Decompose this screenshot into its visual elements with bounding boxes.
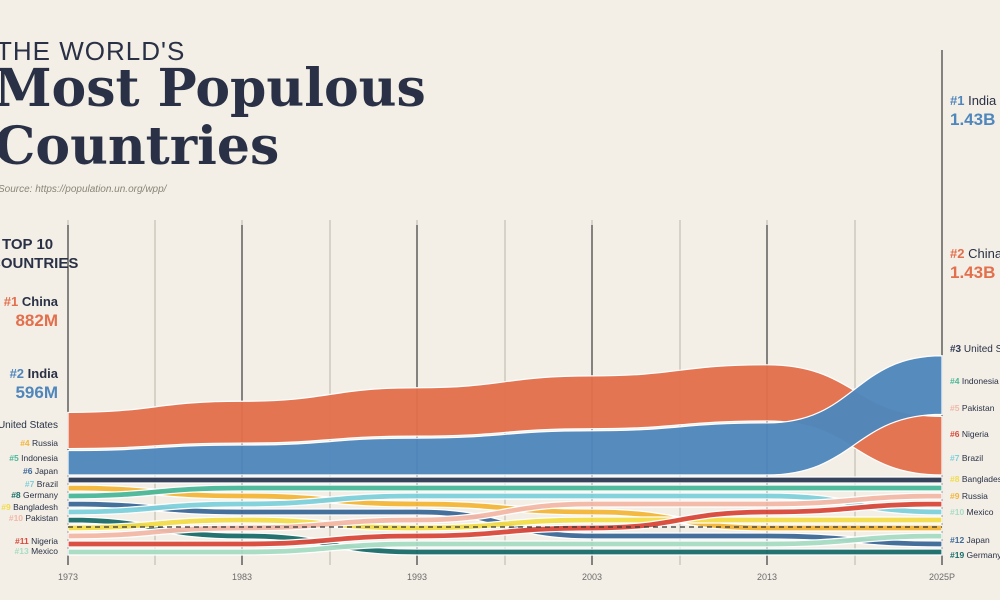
right-label: #19 Germany [950,550,1000,560]
right-label: #5 Pakistan [950,403,995,413]
series-band-india [67,355,943,476]
series-band-china [67,364,943,476]
header: THE WORLD'S Most Populous Countries Sour… [0,0,460,200]
right-label-name: Nigeria [962,429,989,439]
left-label-value: 596M [15,383,58,402]
right-label: #9 Russia [950,491,988,501]
right-label-rank: #1 [950,93,968,108]
left-label-name: Japan [35,466,58,476]
right-label-name: Brazil [962,453,983,463]
left-label: #7 Brazil [25,479,58,489]
right-label: #3 United States [950,344,1000,355]
left-label-rank: #9 [1,502,13,512]
series-band-brazil [67,492,943,516]
x-tick-label: 2003 [582,572,602,582]
right-label: #6 Nigeria [950,429,989,439]
right-label-value: 1.43B [950,110,995,129]
right-label-name: Germany [967,550,1000,560]
series-band-nigeria [67,500,943,548]
left-label: #1 China [4,294,59,309]
right-label: #1 India [950,93,997,108]
left-label-name: United States [0,420,58,431]
left-label: #11 Nigeria [15,536,58,546]
right-label: #10 Mexico [950,507,994,517]
title-line-2: Countries [0,116,280,177]
right-label-rank: #4 [950,376,962,386]
left-label-name: Brazil [37,479,58,489]
right-label-rank: #19 [950,550,967,560]
right-label-name: United States [964,344,1000,355]
x-tick-label: 2013 [757,572,777,582]
right-label-rank: #5 [950,403,962,413]
right-label-name: Mexico [967,507,994,517]
x-tick-label: 1983 [232,572,252,582]
x-tick-label: 1973 [58,572,78,582]
source-note: Source: https://population.un.org/wpp/ [0,184,167,195]
left-label-rank: #10 [9,513,26,523]
left-label-rank: #7 [25,479,37,489]
left-label: #13 Mexico [15,546,59,556]
right-label-rank: #8 [950,474,962,484]
right-label: #2 China [950,246,1000,261]
right-label: #4 Indonesia [950,376,999,386]
series-band-indonesia [67,484,943,500]
header-kicker: THE WORLD'S [0,36,186,66]
left-label-name: Indonesia [21,453,58,463]
series-band-mexico [67,532,943,556]
left-label-rank: #2 [10,366,28,381]
left-label-rank: #1 [4,294,22,309]
left-label-name: China [22,294,59,309]
right-label-name: Indonesia [962,376,999,386]
left-heading-line1: TOP 10 [2,236,53,253]
left-heading-line2: COUNTRIES [0,255,78,272]
left-label-rank: #5 [9,453,21,463]
right-label-name: India [968,93,997,108]
right-label: #7 Brazil [950,453,983,463]
right-label-rank: #10 [950,507,967,517]
x-tick-label: 2025P [929,572,955,582]
page-title: Most Populous Countries [0,60,426,176]
left-label-rank: #6 [23,466,35,476]
right-label: #12 Japan [950,535,990,545]
left-label-name: Russia [32,438,58,448]
left-label-name: Nigeria [31,536,58,546]
left-label: #8 Germany [11,490,59,500]
left-label: #6 Japan [23,466,58,476]
left-label: #10 Pakistan [9,513,58,523]
left-label-value: 882M [15,311,58,330]
right-label-name: China [968,246,1000,261]
left-label-name: Pakistan [25,513,58,523]
right-label-value: 1.43B [950,263,995,282]
left-label-name: Bangladesh [13,502,58,512]
right-label-name: Japan [967,535,990,545]
right-label-name: Bangladesh [962,474,1000,484]
right-label-name: Pakistan [962,403,995,413]
right-label: #8 Bangladesh [950,474,1000,484]
left-label: #3 United States [0,420,58,431]
x-tick-label: 1993 [407,572,427,582]
left-label-name: India [28,366,59,381]
left-label: #4 Russia [20,438,58,448]
left-label-rank: #13 [15,546,32,556]
left-label-rank: #11 [15,536,31,546]
left-label-rank: #4 [20,438,32,448]
right-label-rank: #12 [950,535,967,545]
right-label-rank: #9 [950,491,962,501]
right-label-rank: #7 [950,453,962,463]
left-label-name: Mexico [31,546,58,556]
left-label: #5 Indonesia [9,453,58,463]
left-label: #2 India [10,366,59,381]
right-label-name: Russia [962,491,988,501]
right-label-rank: #6 [950,429,962,439]
right-label-rank: #2 [950,246,968,261]
series-band-united-states [67,476,943,484]
left-label: #9 Bangladesh [1,502,58,512]
left-label-rank: #8 [11,490,23,500]
left-label-name: Germany [23,490,59,500]
right-label-rank: #3 [950,344,964,355]
title-line-1: Most Populous [0,58,426,119]
